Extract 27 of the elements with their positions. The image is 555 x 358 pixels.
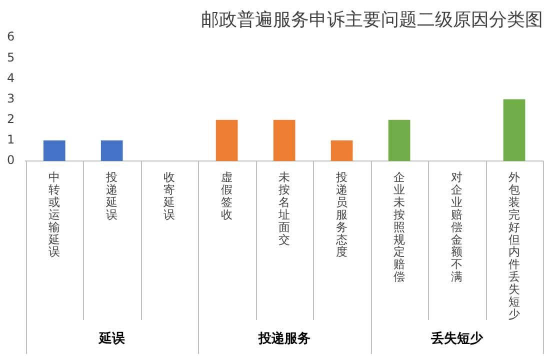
text: 投递服务 (257, 330, 310, 346)
x-tick-label: 中转或运输延误 (47, 170, 60, 259)
bar (388, 120, 410, 161)
chart-title: 邮政普遍服务申诉主要问题二级原因分类图 (201, 9, 543, 30)
y-tick-label: 5 (6, 50, 15, 64)
bar (273, 120, 296, 161)
x-tick-label: 投递延误 (104, 170, 118, 222)
x-tick-label: 收寄延误 (162, 170, 176, 222)
bar (330, 140, 353, 161)
bar (43, 140, 66, 161)
bar (503, 99, 526, 161)
category-label: 外包装完好但内件丢失短少 (508, 170, 520, 321)
category-label: 对企业赔偿金额不满 (450, 170, 463, 284)
text: 延误 (98, 331, 126, 346)
x-tick-label: 未按名址面交 (277, 170, 290, 246)
y-tick-label: 2 (6, 112, 15, 126)
category-label: 企业未按照规定赔偿 (393, 170, 406, 284)
y-tick-label: 6 (6, 30, 15, 44)
y-tick-label: 1 (6, 132, 15, 147)
bar (100, 140, 123, 161)
bar (216, 120, 238, 161)
y-tick-label: 4 (6, 70, 15, 85)
x-tick-label: 投递员服务态度 (334, 170, 348, 259)
y-tick-label: 0 (6, 153, 15, 168)
x-tick-label: 虚假签收 (220, 170, 233, 222)
y-tick-label: 3 (6, 91, 15, 106)
text: 丢失短少 (430, 330, 484, 346)
